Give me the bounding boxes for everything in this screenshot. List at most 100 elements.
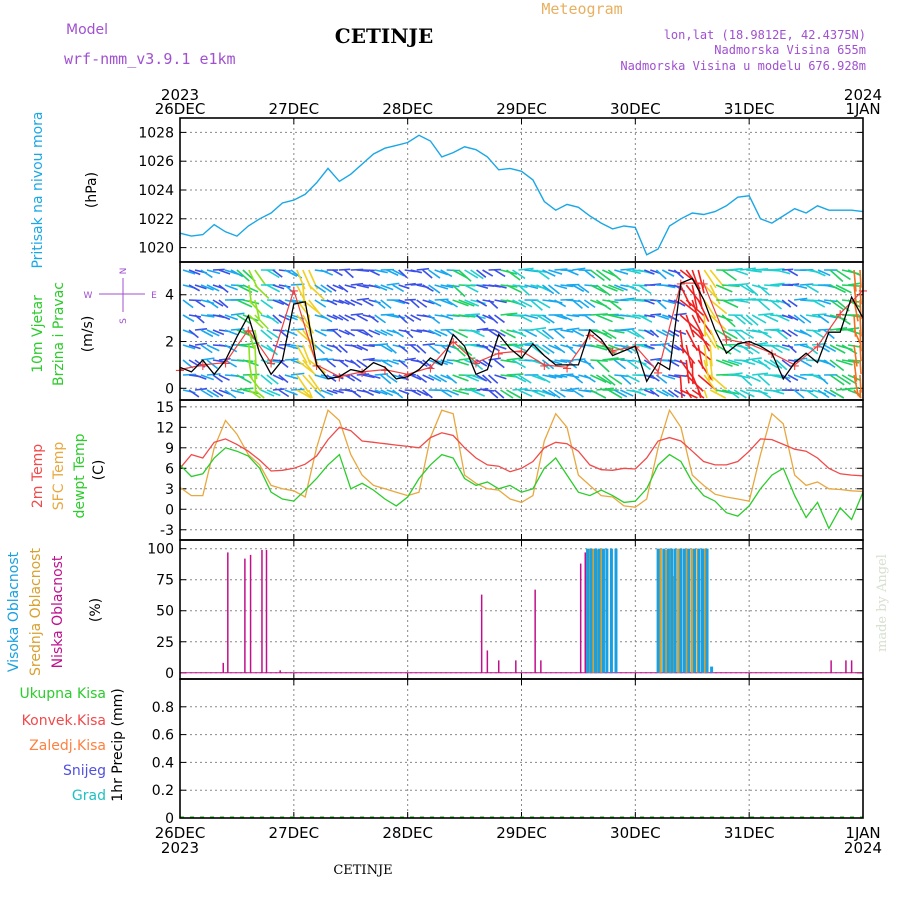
wind-arrow bbox=[691, 344, 712, 361]
compass-e: E bbox=[151, 291, 157, 301]
wind-arrow bbox=[607, 389, 623, 399]
wind-arrow bbox=[691, 284, 698, 309]
wind-arrow bbox=[512, 344, 527, 352]
low-cloud-bar bbox=[515, 660, 517, 673]
low-cloud-bar bbox=[534, 589, 536, 673]
wind-arrow bbox=[248, 389, 262, 399]
wind-arrow bbox=[566, 387, 580, 391]
wind-arrow bbox=[386, 282, 400, 286]
wind-arrow bbox=[512, 269, 526, 280]
wind-arrow bbox=[530, 374, 546, 382]
gust-marker: + bbox=[197, 359, 208, 374]
wind-arrow bbox=[398, 314, 408, 324]
wind-arrow bbox=[644, 389, 655, 395]
wind-arrow bbox=[224, 284, 238, 291]
y-tick-label: 6 bbox=[165, 461, 174, 477]
altitude-label: Nadmorska Visina 655m bbox=[714, 43, 866, 57]
wind-arrow bbox=[560, 329, 574, 333]
wind-arrow bbox=[739, 359, 756, 366]
wind-arrow bbox=[218, 269, 231, 275]
wind-arrow bbox=[727, 344, 742, 354]
wind-arrow bbox=[362, 299, 374, 307]
wind-arrow bbox=[452, 344, 466, 357]
y-tick-label: 12 bbox=[156, 420, 174, 436]
gust-marker: + bbox=[402, 368, 413, 383]
wind-arrow bbox=[434, 374, 448, 383]
wind-arrow bbox=[745, 374, 761, 383]
wind-arrow bbox=[398, 389, 410, 395]
wind-arrow bbox=[703, 314, 707, 337]
wind-arrow bbox=[374, 329, 388, 337]
wind-arrow bbox=[482, 359, 493, 368]
wind-arrow bbox=[817, 374, 829, 385]
wind-arrow bbox=[655, 269, 667, 280]
wind-arrow bbox=[554, 314, 568, 320]
wind-arrow bbox=[709, 284, 721, 305]
wind-arrow bbox=[404, 282, 416, 286]
wind-arrow bbox=[446, 389, 459, 396]
wind-arrow bbox=[284, 299, 299, 304]
top-date-label: 29DEC bbox=[496, 100, 547, 118]
wind-side-label-2: Brzina i Pravac bbox=[51, 282, 67, 386]
wind-arrow bbox=[380, 299, 392, 309]
wind-arrow bbox=[662, 374, 676, 380]
wind-arrow bbox=[476, 374, 488, 382]
wind-arrow bbox=[625, 374, 640, 383]
high-cloud-bar bbox=[670, 548, 674, 673]
gust-marker: + bbox=[744, 338, 755, 353]
wind-arrow bbox=[440, 389, 453, 398]
temp-unit: (C) bbox=[91, 460, 107, 481]
high-cloud-side-label: Visoka Oblacnost bbox=[6, 551, 22, 672]
pressure-unit: (hPa) bbox=[84, 172, 100, 208]
wind-arrow bbox=[320, 344, 333, 352]
wind-arrow bbox=[709, 299, 728, 315]
wind-arrow bbox=[781, 329, 792, 338]
wind-arrow bbox=[668, 374, 681, 379]
wind-arrow bbox=[254, 359, 258, 380]
wind-arrow bbox=[422, 389, 433, 399]
wind-arrow bbox=[817, 269, 831, 277]
wind-arrow bbox=[494, 284, 507, 289]
wind-arrow bbox=[500, 329, 516, 339]
high-cloud-bar bbox=[679, 548, 683, 673]
wind-arrow bbox=[529, 299, 543, 311]
wind-arrow bbox=[194, 374, 207, 380]
wind-arrow bbox=[841, 284, 860, 287]
wind-arrow bbox=[817, 299, 832, 305]
wind-arrow bbox=[308, 299, 323, 318]
gust-marker: + bbox=[357, 366, 368, 381]
wind-arrow bbox=[811, 329, 825, 339]
y-tick-label: 25 bbox=[156, 635, 174, 651]
wind-arrow bbox=[590, 284, 607, 294]
wind-arrow bbox=[458, 357, 476, 361]
wind-arrow bbox=[344, 284, 357, 289]
wind-arrow bbox=[811, 269, 826, 277]
wind-arrow bbox=[410, 389, 422, 397]
wind-arrow bbox=[236, 344, 254, 348]
wind-arrow bbox=[590, 359, 608, 362]
wind-arrow bbox=[626, 314, 641, 320]
wind-arrow bbox=[703, 299, 717, 319]
wind-arrow bbox=[230, 328, 245, 331]
wind-arrow bbox=[368, 269, 380, 276]
wind-arrow bbox=[500, 359, 518, 364]
y-tick-label: 0.2 bbox=[152, 783, 174, 799]
high-cloud-bar bbox=[687, 548, 691, 673]
wind-arrow bbox=[757, 389, 772, 399]
wind-arrow bbox=[422, 269, 433, 279]
wind-arrow bbox=[757, 359, 771, 371]
wind-arrow bbox=[260, 299, 274, 310]
wind-arrow bbox=[392, 344, 406, 349]
wind-arrow bbox=[596, 329, 613, 340]
wind-arrow bbox=[332, 344, 342, 353]
wind-arrow bbox=[620, 327, 635, 331]
wind-arrow bbox=[650, 283, 662, 286]
meteogram-title: Meteogram bbox=[541, 0, 622, 18]
wind-arrow bbox=[607, 374, 623, 385]
wind-arrow bbox=[709, 389, 727, 399]
wind-arrow bbox=[458, 269, 472, 282]
wind-arrow bbox=[518, 374, 532, 384]
precip-legend-item: Grad bbox=[72, 788, 106, 804]
wind-arrow bbox=[206, 299, 219, 309]
wind-arrow bbox=[434, 269, 449, 276]
